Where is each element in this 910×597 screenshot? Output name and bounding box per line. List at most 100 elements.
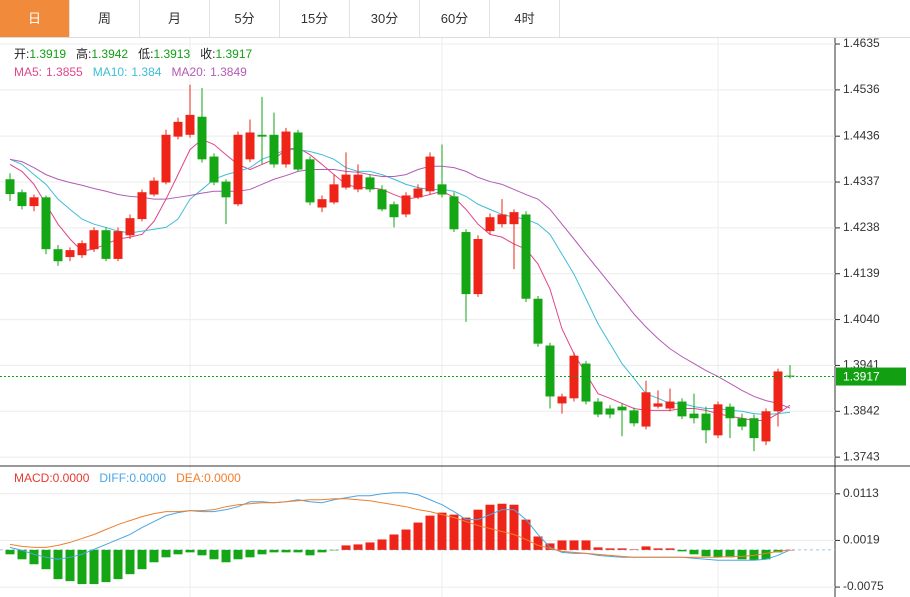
candle-body — [269, 134, 279, 165]
candle-body — [677, 401, 687, 417]
y-tick-label: 1.4040 — [843, 312, 880, 326]
legend-value: 0.0000 — [129, 471, 166, 485]
candle-body — [389, 204, 399, 218]
macd-bar — [113, 549, 123, 580]
period-tab[interactable]: 30分 — [350, 0, 420, 37]
macd-bar — [509, 504, 519, 550]
period-tab[interactable]: 60分 — [420, 0, 490, 37]
candle-body — [509, 212, 519, 225]
macd-bar — [617, 548, 627, 550]
macd-legend: MACD:0.0000 DIFF:0.0000 DEA:0.0000 — [14, 471, 241, 485]
current-price-label: 1.3917 — [843, 370, 880, 384]
macd-bar — [173, 549, 183, 555]
candle-body — [5, 179, 15, 195]
legend-name: MACD: — [14, 471, 53, 485]
candle-body — [701, 413, 711, 431]
y-tick-label: 0.0019 — [843, 533, 880, 547]
candle-body — [353, 174, 363, 190]
macd-bar — [413, 522, 423, 550]
period-tab[interactable]: 月 — [140, 0, 210, 37]
macd-bar — [197, 549, 207, 556]
macd-bar — [161, 549, 171, 558]
candle-body — [413, 188, 423, 198]
candle-body — [161, 134, 171, 183]
period-tab[interactable]: 日 — [0, 0, 70, 37]
ohlc-label: 低: — [138, 47, 153, 61]
candle-body — [89, 230, 99, 250]
macd-bar — [641, 546, 651, 550]
macd-bar — [521, 519, 531, 550]
macd-bar — [737, 549, 747, 560]
ma-line — [9, 149, 791, 416]
candle-body — [41, 197, 51, 250]
y-tick-label: 1.4139 — [843, 266, 880, 280]
period-tab[interactable]: 5分 — [210, 0, 280, 37]
y-tick-label: 0.0113 — [843, 486, 879, 500]
macd-bar — [605, 548, 615, 550]
candle-body — [449, 196, 459, 230]
macd-bar — [149, 549, 159, 563]
macd-bar — [353, 544, 363, 550]
ohlc-value: 1.3942 — [91, 47, 128, 61]
macd-bar — [125, 549, 135, 575]
candle-body — [773, 371, 783, 412]
macd-bar — [689, 549, 699, 555]
candle-body — [341, 174, 351, 188]
legend-name: MA10: — [93, 65, 128, 79]
macd-bar — [485, 504, 495, 550]
y-tick-label: 1.4436 — [843, 128, 880, 142]
macd-bar — [305, 549, 315, 556]
macd-bar — [41, 549, 51, 570]
candle-body — [377, 189, 387, 210]
macd-bar — [317, 549, 327, 553]
ma-legend: MA5: 1.3855 MA10: 1.384 MA20: 1.3849 — [14, 65, 247, 79]
ohlc-value: 1.3913 — [153, 47, 190, 61]
candle-body — [533, 298, 543, 344]
candle-body — [653, 403, 663, 407]
macd-bar — [209, 549, 219, 560]
candle-body — [293, 132, 303, 170]
candle-body — [281, 131, 291, 165]
y-tick-label: 1.4536 — [843, 82, 880, 96]
y-tick-label: 1.4635 — [843, 36, 880, 50]
candle-body — [593, 401, 603, 415]
y-tick-label: 1.4238 — [843, 220, 880, 234]
ohlc-readout: 开:1.3919 高:1.3942 低:1.3913 收:1.3917 — [14, 46, 253, 61]
y-tick-label: 1.3743 — [843, 449, 880, 463]
ohlc-label: 收: — [200, 47, 215, 61]
period-tab[interactable]: 15分 — [280, 0, 350, 37]
candle-body — [113, 231, 123, 259]
candle-body — [137, 192, 147, 220]
period-tab[interactable]: 4时 — [490, 0, 560, 37]
legend-name: DEA: — [176, 471, 204, 485]
macd-bar — [221, 549, 231, 563]
macd-bar — [653, 548, 663, 550]
macd-bar — [77, 549, 87, 585]
candle-body — [461, 232, 471, 295]
macd-bar — [53, 549, 63, 580]
macd-bar — [29, 549, 39, 565]
candle-body — [437, 184, 447, 195]
period-tab[interactable]: 周 — [70, 0, 140, 37]
legend-name: MA20: — [171, 65, 206, 79]
macd-bar — [629, 549, 639, 550]
candle-body — [329, 184, 339, 203]
candle-body — [305, 159, 315, 203]
candle-body — [689, 413, 699, 419]
candle-body — [17, 192, 27, 207]
candle-body — [581, 363, 591, 402]
macd-bar — [293, 549, 303, 553]
macd-bar — [185, 549, 195, 553]
candle-body — [473, 238, 483, 295]
macd-bar — [713, 549, 723, 558]
candle-body — [521, 214, 531, 299]
period-tabs: 日周月 5分 15分 30分 60分 4时 — [0, 0, 910, 38]
macd-bar — [329, 549, 339, 551]
candle-body — [173, 121, 183, 137]
macd-bar — [725, 549, 735, 558]
legend-value: 1.3855 — [46, 65, 83, 79]
ohlc-value: 1.3919 — [29, 47, 66, 61]
macd-bar — [65, 549, 75, 582]
